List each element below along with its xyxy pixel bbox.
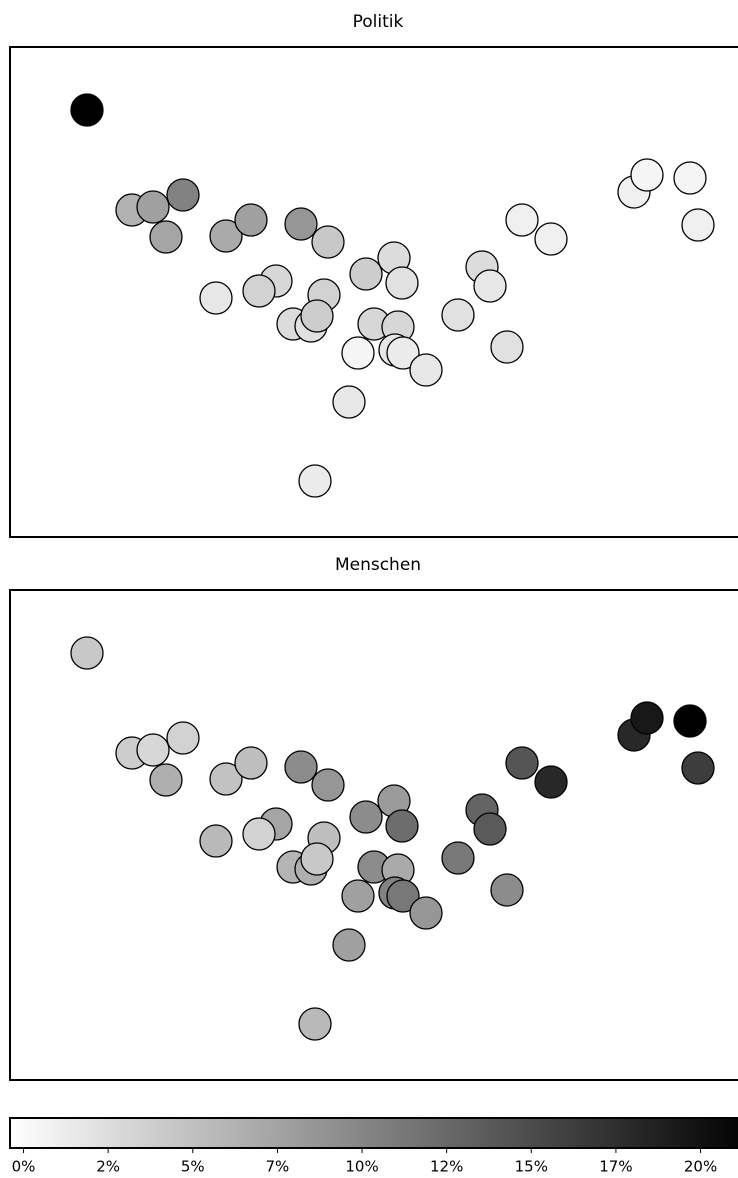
colorbar-tick-label: 0% <box>12 1158 36 1176</box>
point <box>199 824 233 858</box>
point <box>534 222 568 256</box>
point <box>349 800 383 834</box>
point <box>473 269 507 303</box>
point <box>209 762 243 796</box>
point <box>441 841 475 875</box>
point <box>242 274 276 308</box>
point <box>70 636 104 670</box>
point <box>385 809 419 843</box>
point <box>242 817 276 851</box>
colorbar-tick-label: 7% <box>266 1158 290 1176</box>
point <box>311 768 345 802</box>
point <box>505 203 539 237</box>
point <box>630 158 664 192</box>
point <box>673 704 707 738</box>
point <box>199 281 233 315</box>
colorbar-tick-label: 15% <box>515 1158 548 1176</box>
point <box>70 93 104 127</box>
point <box>385 266 419 300</box>
point <box>473 812 507 846</box>
colorbar-tick-label: 5% <box>181 1158 205 1176</box>
point <box>409 896 443 930</box>
point <box>209 219 243 253</box>
point <box>166 721 200 755</box>
point <box>136 733 170 767</box>
panel-frame <box>9 589 738 1081</box>
point <box>505 746 539 780</box>
point <box>166 178 200 212</box>
point <box>149 220 183 254</box>
colorbar-tick-label: 10% <box>345 1158 378 1176</box>
point <box>298 464 332 498</box>
point <box>284 750 318 784</box>
point <box>136 190 170 224</box>
panel-title: Menschen <box>335 555 421 575</box>
point <box>386 879 420 913</box>
point <box>673 161 707 195</box>
colorbar-tick-label: 12% <box>430 1158 463 1176</box>
point <box>534 765 568 799</box>
colorbar-tick-label: 2% <box>96 1158 120 1176</box>
point <box>681 208 715 242</box>
point <box>681 751 715 785</box>
colorbar-tick-label: 17% <box>599 1158 632 1176</box>
point <box>386 336 420 370</box>
point <box>284 207 318 241</box>
point <box>490 873 524 907</box>
point <box>149 763 183 797</box>
point <box>349 257 383 291</box>
point <box>490 330 524 364</box>
point <box>441 298 475 332</box>
point <box>332 928 366 962</box>
point <box>409 353 443 387</box>
point <box>234 746 268 780</box>
point <box>630 701 664 735</box>
point <box>341 879 375 913</box>
point <box>332 385 366 419</box>
point <box>300 842 334 876</box>
point <box>234 203 268 237</box>
point <box>300 299 334 333</box>
point <box>341 336 375 370</box>
panel-title: Politik <box>353 12 404 32</box>
panel-frame <box>9 46 738 538</box>
colorbar-tick-label: 20% <box>684 1158 717 1176</box>
point <box>311 225 345 259</box>
point <box>298 1007 332 1041</box>
colorbar <box>9 1117 738 1149</box>
